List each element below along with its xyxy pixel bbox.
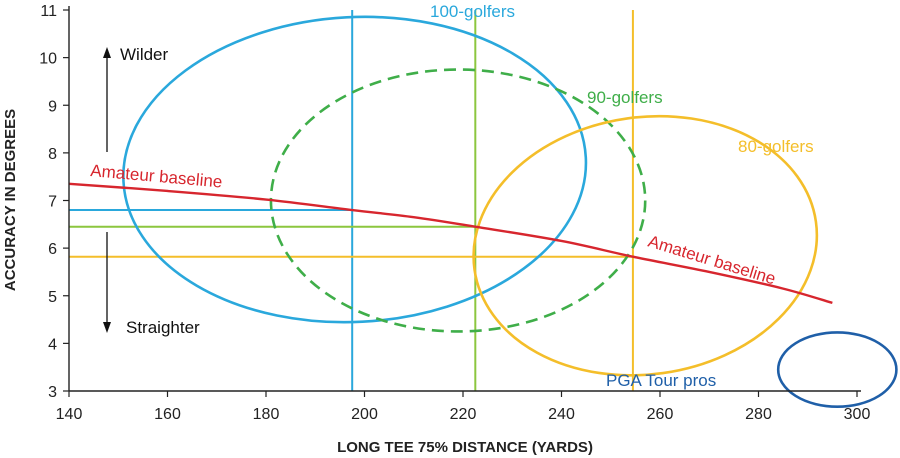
y-tick-label: 9	[48, 98, 57, 115]
ellipse-80-golfers	[472, 114, 819, 377]
x-tick-label: 220	[450, 406, 477, 423]
x-tick-label: 200	[351, 406, 378, 423]
chart-labels: 100-golfers 90-golfers 80-golfers PGA To…	[2, 2, 814, 456]
arrow-down-icon	[103, 232, 111, 333]
x-tick-label: 160	[154, 406, 181, 423]
label-90-golfers: 90-golfers	[587, 88, 663, 107]
ellipse-pga-tour-pros	[776, 331, 898, 409]
y-tick-label: 5	[48, 289, 57, 306]
ellipse-100-golfers	[122, 15, 588, 324]
axes: 140 160 180 200 220 240 260 280 300 3 4 5 6 7 8 9 10 11	[39, 3, 870, 423]
x-tick-label: 180	[253, 406, 280, 423]
arrow-up-icon	[103, 47, 111, 152]
y-tick-label: 11	[40, 3, 57, 20]
y-axis-title: ACCURACY IN DEGREES	[2, 109, 19, 291]
label-80-golfers: 80-golfers	[738, 137, 814, 156]
label-amateur-baseline-right: Amateur baseline	[646, 232, 778, 289]
y-tick-label: 8	[48, 146, 57, 163]
y-tick-label: 6	[48, 241, 57, 258]
x-tick-label: 300	[844, 406, 871, 423]
label-wilder: Wilder	[120, 45, 169, 64]
y-tick-label: 3	[48, 384, 57, 401]
x-tick-label: 240	[548, 406, 575, 423]
label-100-golfers: 100-golfers	[430, 2, 515, 21]
y-tick-label: 10	[39, 51, 57, 68]
x-axis-title: LONG TEE 75% DISTANCE (YARDS)	[337, 439, 593, 456]
x-tick-label: 280	[745, 406, 772, 423]
x-tick-label: 140	[56, 406, 83, 423]
y-tick-label: 7	[48, 194, 57, 211]
label-straighter: Straighter	[126, 318, 200, 337]
y-tick-label: 4	[48, 336, 57, 353]
ellipse-90-golfers	[269, 68, 647, 333]
label-pga-tour-pros: PGA Tour pros	[606, 371, 716, 390]
x-tick-label: 260	[647, 406, 674, 423]
golfer-ellipses	[122, 15, 898, 409]
amateur-baseline-curve	[68, 182, 833, 305]
